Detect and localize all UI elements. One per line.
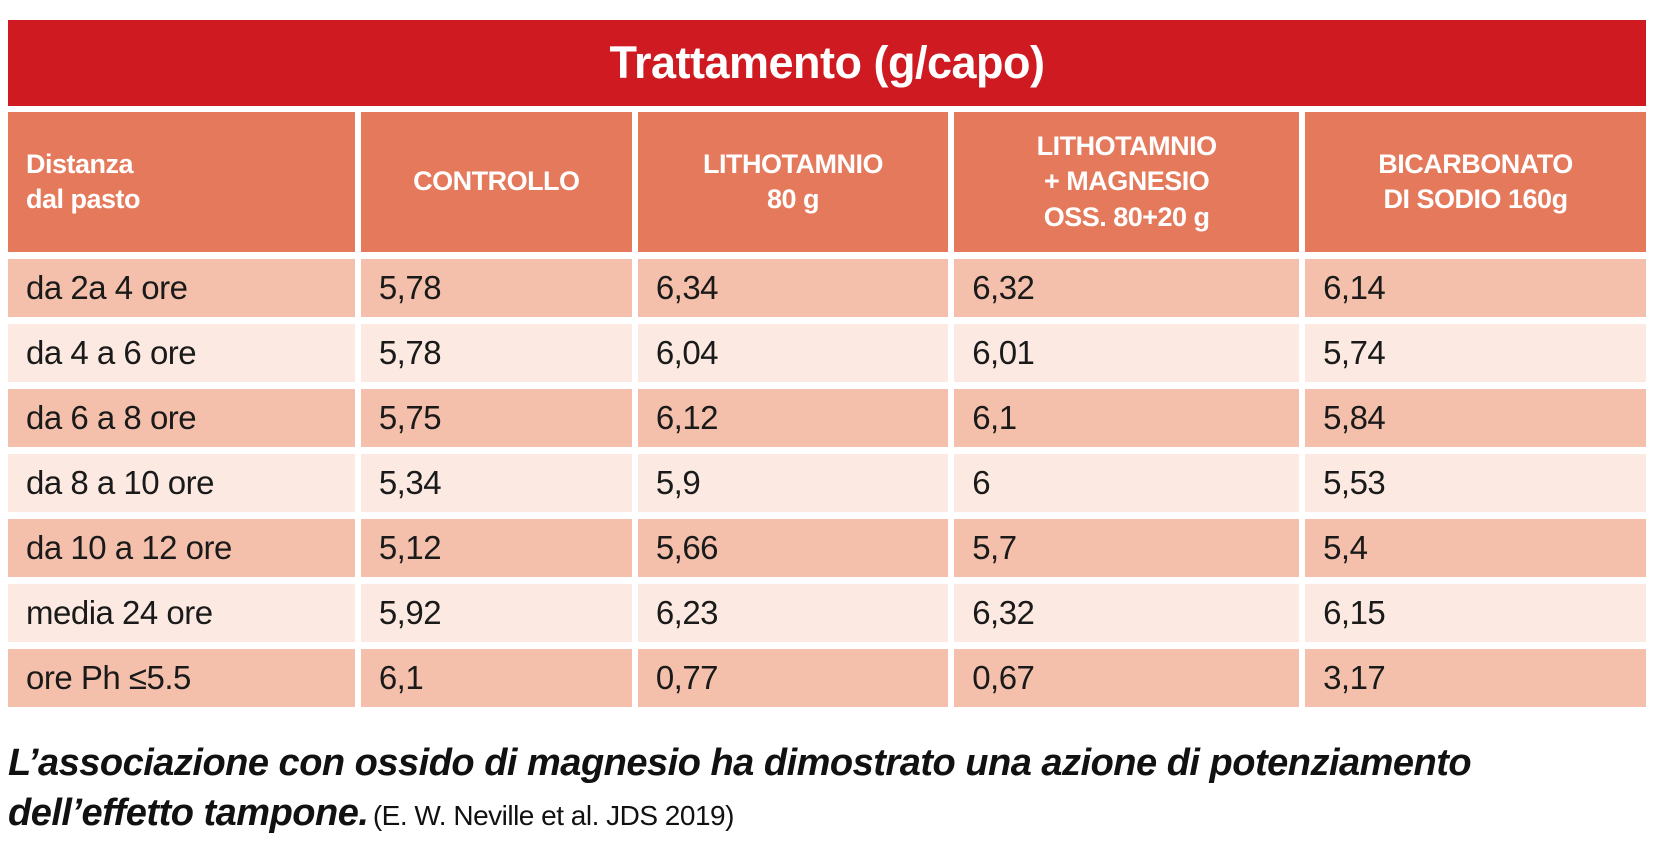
value-cell: 5,9 — [637, 454, 949, 512]
value-cell: 5,92 — [360, 584, 632, 642]
value-cell: 6,23 — [637, 584, 949, 642]
column-header-controllo: CONTROLLO — [360, 112, 632, 252]
value-cell: 5,84 — [1305, 389, 1646, 447]
table-grid: Distanza dal pasto CONTROLLO LITHOTAMNIO… — [8, 112, 1646, 707]
treatment-table: Trattamento (g/capo) Distanza dal pasto … — [8, 20, 1646, 707]
column-header-lithotamnio-80g: LITHOTAMNIO 80 g — [637, 112, 949, 252]
row-label: da 2a 4 ore — [8, 259, 355, 317]
value-cell: 5,7 — [954, 519, 1300, 577]
value-cell: 5,74 — [1305, 324, 1646, 382]
value-cell: 6,04 — [637, 324, 949, 382]
row-label: da 6 a 8 ore — [8, 389, 355, 447]
value-cell: 6 — [954, 454, 1300, 512]
caption-citation: (E. W. Neville et al. JDS 2019) — [372, 800, 735, 832]
value-cell: 6,1 — [954, 389, 1300, 447]
row-label: media 24 ore — [8, 584, 355, 642]
caption-text: L’associazione con ossido di magnesio ha… — [8, 742, 1472, 835]
value-cell: 5,78 — [360, 324, 632, 382]
value-cell: 5,75 — [360, 389, 632, 447]
table-title: Trattamento (g/capo) — [609, 37, 1045, 88]
value-cell: 5,66 — [637, 519, 949, 577]
column-header-bicarbonato-sodio: BICARBONATO DI SODIO 160g — [1305, 112, 1646, 252]
row-label: da 10 a 12 ore — [8, 519, 355, 577]
value-cell: 6,32 — [954, 584, 1300, 642]
value-cell: 6,15 — [1305, 584, 1646, 642]
value-cell: 0,77 — [637, 649, 949, 707]
value-cell: 0,67 — [954, 649, 1300, 707]
row-label: da 4 a 6 ore — [8, 324, 355, 382]
value-cell: 6,34 — [637, 259, 949, 317]
value-cell: 6,14 — [1305, 259, 1646, 317]
value-cell: 6,32 — [954, 259, 1300, 317]
row-label: ore Ph ≤5.5 — [8, 649, 355, 707]
value-cell: 6,1 — [360, 649, 632, 707]
value-cell: 5,53 — [1305, 454, 1646, 512]
row-label: da 8 a 10 ore — [8, 454, 355, 512]
figure-caption: L’associazione con ossido di magnesio ha… — [8, 738, 1648, 838]
table-title-banner: Trattamento (g/capo) — [8, 20, 1646, 106]
value-cell: 6,12 — [637, 389, 949, 447]
value-cell: 5,78 — [360, 259, 632, 317]
column-header-distanza-dal-pasto: Distanza dal pasto — [8, 112, 355, 252]
value-cell: 6,01 — [954, 324, 1300, 382]
value-cell: 3,17 — [1305, 649, 1646, 707]
value-cell: 5,12 — [360, 519, 632, 577]
value-cell: 5,34 — [360, 454, 632, 512]
value-cell: 5,4 — [1305, 519, 1646, 577]
column-header-lithotamnio-magnesio: LITHOTAMNIO + MAGNESIO OSS. 80+20 g — [954, 112, 1300, 252]
